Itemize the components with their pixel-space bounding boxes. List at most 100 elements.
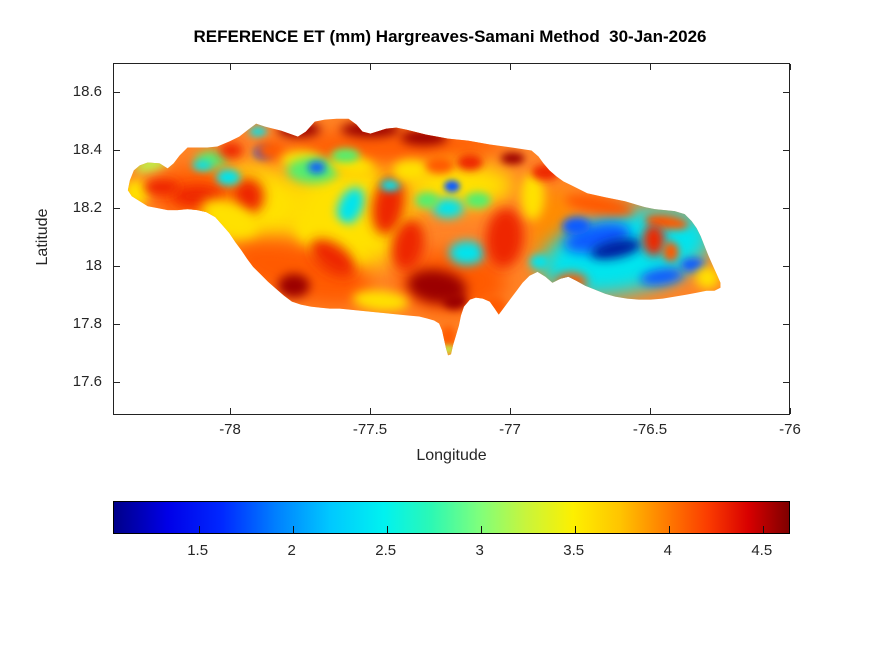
et-field-blob — [444, 180, 460, 193]
y-axis-tick — [114, 323, 120, 325]
et-field-blob — [464, 192, 491, 209]
et-field-blob — [485, 208, 524, 268]
colorbar — [113, 501, 790, 534]
et-field-blob — [400, 129, 449, 146]
colorbar-tick — [574, 526, 576, 533]
et-field-blob — [529, 254, 550, 269]
et-field-blob — [307, 161, 326, 174]
y-axis-tick — [114, 149, 120, 151]
x-axis-tick — [510, 64, 512, 70]
x-axis-tick — [230, 64, 232, 70]
colorbar-tick — [198, 526, 200, 533]
x-axis-tick — [790, 64, 791, 70]
y-axis-label: Latitude — [34, 208, 51, 266]
y-tick-label: 17.8 — [72, 314, 102, 332]
et-field-blob — [331, 148, 360, 163]
et-field-blob — [562, 217, 591, 236]
colorbar-tick — [668, 526, 670, 533]
colorbar-tick-label: 4.5 — [751, 542, 773, 559]
y-tick-label: 18.4 — [72, 140, 102, 158]
x-tick-label: -78 — [219, 421, 241, 438]
y-axis-tick — [783, 381, 789, 383]
et-field-blob — [415, 192, 440, 209]
colorbar-tick-label: 1.5 — [187, 542, 209, 559]
x-tick-label: -76 — [779, 421, 801, 438]
colorbar-tick — [292, 526, 294, 533]
y-axis-tick — [783, 265, 789, 267]
y-axis-tick — [114, 91, 120, 93]
y-axis-tick — [783, 91, 789, 93]
et-field-blob — [640, 268, 684, 286]
et-field-blob — [443, 293, 467, 310]
et-field-blob — [564, 194, 634, 216]
et-field-blob — [143, 179, 180, 196]
x-tick-label: -77.5 — [352, 421, 388, 438]
colorbar-tick-label: 4 — [663, 542, 672, 559]
et-field-blob — [380, 179, 401, 192]
et-field-blob — [232, 178, 265, 215]
et-field-blob — [662, 241, 679, 262]
x-axis-tick — [370, 64, 372, 70]
colorbar-tick — [762, 526, 764, 533]
et-field-blob — [127, 179, 150, 206]
x-axis-tick — [650, 408, 651, 414]
colorbar-tick-label: 3 — [475, 542, 484, 559]
et-field-blob — [392, 159, 429, 182]
y-tick-label: 18.2 — [72, 198, 102, 216]
colorbar-tick-label: 2.5 — [375, 542, 397, 559]
colorbar-tick — [480, 526, 482, 533]
x-axis-label: Longitude — [416, 447, 487, 464]
et-field-blob — [426, 157, 454, 174]
x-tick-label: -77 — [499, 421, 521, 438]
et-field-blob — [680, 257, 705, 272]
et-field-blob — [500, 152, 525, 165]
et-field-blob — [340, 121, 401, 138]
et-field-blob — [432, 198, 464, 219]
y-tick-label: 18.6 — [72, 82, 102, 100]
et-field-blob — [219, 142, 244, 159]
y-axis-tick — [783, 323, 789, 325]
y-axis-tick — [114, 381, 120, 383]
x-axis-tick — [790, 408, 791, 414]
et-field-blob — [456, 154, 483, 171]
et-field-blob — [256, 140, 286, 161]
et-field-blob — [695, 266, 720, 289]
et-contour-field — [127, 118, 721, 356]
x-axis-tick — [230, 408, 232, 414]
et-field-blob — [310, 239, 356, 277]
chart-title: REFERENCE ET (mm) Hargreaves-Samani Meth… — [193, 27, 707, 46]
plot-area — [113, 63, 790, 415]
y-tick-label: 18 — [85, 256, 102, 274]
y-axis-tick — [114, 265, 120, 267]
et-field-blob — [441, 345, 455, 354]
et-field-blob — [249, 126, 268, 137]
et-field-blob — [216, 169, 241, 186]
et-field-blob — [192, 160, 213, 171]
et-field-blob — [336, 187, 365, 225]
et-field-blob — [352, 290, 409, 311]
et-field-blob — [391, 219, 425, 271]
et-field-blob — [531, 164, 560, 181]
et-field-blob — [276, 121, 321, 138]
colorbar-tick — [386, 526, 388, 533]
et-field-blob — [277, 273, 310, 298]
et-field-blob — [590, 238, 642, 260]
et-field-blob — [295, 214, 367, 266]
x-axis-tick — [650, 64, 651, 70]
et-field-blob — [371, 175, 405, 235]
y-tick-label: 17.6 — [72, 372, 102, 390]
colorbar-tick-label: 3.5 — [563, 542, 585, 559]
x-tick-label: -76.5 — [632, 421, 668, 438]
et-field-blob — [555, 272, 588, 291]
colorbar-tick-label: 2 — [287, 542, 296, 559]
et-field-blob — [449, 240, 485, 265]
et-field-blob — [520, 172, 545, 221]
et-field-blob — [642, 224, 665, 256]
y-axis-tick — [783, 149, 789, 151]
x-axis-tick — [510, 408, 512, 414]
y-axis-tick — [114, 207, 120, 209]
et-field-blob — [482, 297, 507, 318]
y-axis-tick — [783, 207, 789, 209]
x-axis-tick — [370, 408, 372, 414]
